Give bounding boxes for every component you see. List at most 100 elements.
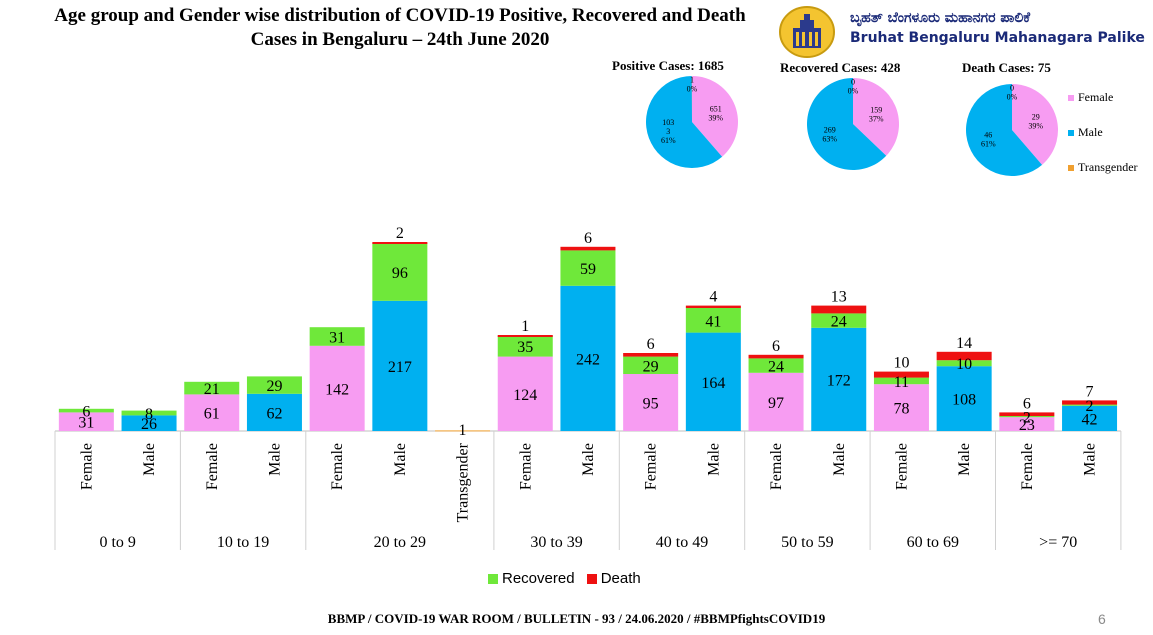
bbmp-logo-icon (779, 6, 835, 58)
bar-positive--70-male (1062, 405, 1118, 431)
bar-death-30-to-39-female (497, 335, 553, 337)
label-death-30-to-39-female: 1 (521, 318, 529, 335)
label-recovered-60-to-69-female: 11 (894, 374, 909, 391)
pie-death-label-female: 29 (1032, 113, 1040, 122)
bar-recovered-60-to-69-male (936, 360, 992, 367)
category-label--70-male: Male (1082, 443, 1099, 476)
category-label-0-to-9-male: Male (141, 443, 158, 476)
bar-positive-20-to-29-male (372, 300, 428, 431)
page-number: 6 (1098, 611, 1106, 627)
pie-recovered-slice-male (807, 78, 887, 170)
bar-recovered-20-to-29-female (309, 327, 365, 346)
pie-positive-label-transgender: 1 (690, 76, 694, 85)
bar-death-30-to-39-male (560, 246, 616, 251)
category-label-20-to-29-male: Male (392, 443, 409, 476)
bar-recovered-0-to-9-male (121, 410, 177, 416)
bar-recovered-40-to-49-male (685, 308, 741, 333)
category-label-40-to-49-female: Female (643, 443, 660, 490)
label-recovered-0-to-9-female: 6 (82, 404, 90, 421)
chart-title: Age group and Gender wise distribution o… (20, 4, 780, 52)
bar-recovered-40-to-49-female (623, 356, 679, 374)
bar-recovered-10-to-19-female (184, 381, 240, 395)
pie-positive-label-male: 3 (666, 127, 670, 136)
label-recovered-60-to-69-male: 10 (956, 356, 972, 373)
bar-positive-20-to-29-female (309, 345, 365, 431)
pie-title-death: Death Cases: 75 (962, 60, 1051, 75)
pie-recovered-label-male: 63% (822, 134, 837, 143)
label-positive--70-female: 23 (1019, 417, 1035, 434)
bar-recovered-20-to-29-male (372, 243, 428, 301)
category-label-40-to-49-male: Male (705, 443, 722, 476)
pie-positive-label-male: 61% (661, 136, 676, 145)
pie-positive-label-female: 39% (708, 114, 723, 123)
label-positive-10-to-19-female: 61 (204, 406, 220, 423)
pie-positive-slice-female (692, 76, 738, 157)
group-label-10-to-19: 10 to 19 (217, 534, 269, 551)
pie-death-slice-male (966, 84, 1043, 177)
bar-death-40-to-49-female (623, 353, 679, 357)
pie-legend-female: Female (1068, 90, 1113, 105)
bar-death-20-to-29-male (372, 242, 428, 244)
legend-death: Death (586, 570, 641, 587)
pie-recovered-label-transgender: 0% (848, 87, 859, 96)
pie-positive-label-male: 103 (662, 118, 674, 127)
label-positive-0-to-9-female: 31 (78, 415, 94, 432)
group-label-40-to-49: 40 to 49 (656, 534, 708, 551)
label-recovered-30-to-39-male: 59 (580, 261, 596, 278)
pie-legend-male: Male (1068, 125, 1103, 140)
label-death--70-female: 6 (1023, 395, 1031, 412)
pie-recovered-slice-female (853, 78, 900, 156)
label-death-50-to-59-male: 13 (831, 289, 847, 306)
bar-positive-30-to-39-male (560, 285, 616, 431)
bar-death-40-to-49-male (685, 305, 741, 308)
label-recovered--70-male: 2 (1086, 398, 1094, 415)
category-label-50-to-59-female: Female (768, 443, 785, 490)
label-positive-40-to-49-male: 164 (701, 375, 725, 392)
label-positive-50-to-59-male: 172 (827, 372, 851, 389)
label-recovered-50-to-59-male: 24 (831, 314, 847, 331)
label-death--70-male: 7 (1086, 383, 1094, 400)
label-death-60-to-69-female: 10 (893, 355, 909, 372)
label-positive-40-to-49-female: 95 (643, 396, 659, 413)
bar-positive-0-to-9-female (58, 412, 114, 431)
bar-recovered--70-female (999, 416, 1055, 418)
category-label-10-to-19-male: Male (266, 443, 283, 476)
bar-positive-40-to-49-female (623, 374, 679, 431)
category-label-50-to-59-male: Male (831, 443, 848, 476)
bar-recovered--70-male (1062, 404, 1118, 406)
label-positive-20-to-29-male: 217 (388, 359, 412, 376)
pie-death-label-transgender: 0% (1007, 93, 1018, 102)
category-label--70-female: Female (1019, 443, 1036, 490)
bar-positive-50-to-59-female (748, 372, 804, 431)
pie-recovered-label-female: 37% (869, 115, 884, 124)
group-label-30-to-39: 30 to 39 (530, 534, 582, 551)
pie-legend-transgender: Transgender (1068, 160, 1138, 175)
category-label-10-to-19-female: Female (204, 443, 221, 490)
label-death-30-to-39-male: 6 (584, 230, 592, 247)
label-recovered-0-to-9-male: 8 (145, 406, 153, 423)
label-positive--70-male: 42 (1082, 411, 1098, 428)
label-death-40-to-49-female: 6 (647, 336, 655, 353)
category-label-20-to-29-transgender: Transgender (455, 442, 472, 522)
pie-death-label-female: 39% (1028, 122, 1043, 131)
bar-positive-60-to-69-female (873, 384, 929, 431)
category-label-30-to-39-male: Male (580, 443, 597, 476)
bar-positive-10-to-19-female (184, 394, 240, 431)
bar-positive--70-female (999, 417, 1055, 431)
label-recovered-40-to-49-female: 29 (643, 358, 659, 375)
label-positive-50-to-59-female: 97 (768, 395, 784, 412)
label-recovered--70-female: 2 (1023, 410, 1031, 427)
title-line-2: Cases in Bengaluru – 24th June 2020 (250, 29, 550, 50)
category-label-60-to-69-female: Female (893, 443, 910, 490)
pie-positive-label-transgender: 0% (687, 85, 698, 94)
bar-death--70-male (1062, 400, 1118, 405)
bar-recovered-60-to-69-female (873, 377, 929, 385)
pie-death-slice-female (1012, 84, 1058, 165)
label-positive-60-to-69-female: 78 (893, 401, 909, 418)
legend-recovered: Recovered (488, 570, 575, 587)
label-death-50-to-59-female: 6 (772, 338, 780, 355)
category-label-30-to-39-female: Female (517, 443, 534, 490)
label-recovered-20-to-29-female: 31 (329, 330, 345, 347)
bar-recovered-0-to-9-female (58, 408, 114, 413)
